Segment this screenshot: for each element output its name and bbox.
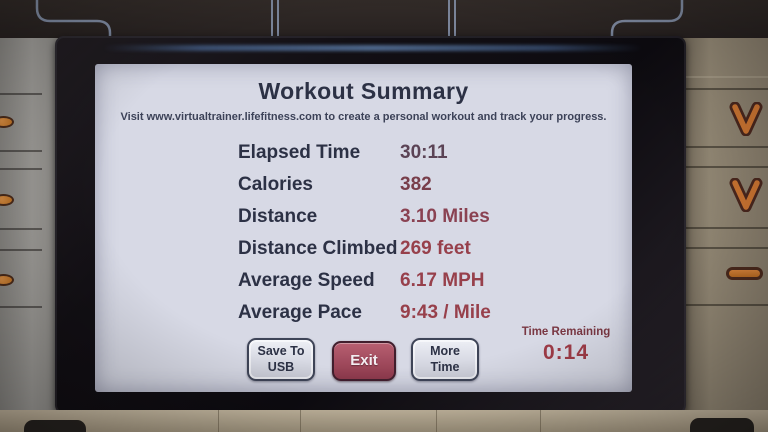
- save-to-usb-button[interactable]: Save To USB: [247, 338, 315, 381]
- stat-label: Average Speed: [238, 270, 375, 291]
- panel-seam: [300, 410, 301, 432]
- stat-label: Distance Climbed: [238, 238, 398, 259]
- stat-value: 30:11: [400, 142, 448, 163]
- left-button-panel: [0, 38, 58, 410]
- console-top-trim: [0, 0, 768, 38]
- left-console-button-1[interactable]: [0, 94, 58, 150]
- chevron-down-icon: [729, 102, 763, 136]
- stat-value: 6.17 MPH: [400, 270, 485, 291]
- panel-divider: [686, 146, 768, 148]
- stat-value: 269 feet: [400, 238, 471, 259]
- right-console-button-2[interactable]: [678, 168, 768, 224]
- stat-label: Elapsed Time: [238, 142, 361, 163]
- stat-row-calories: Calories 382: [238, 169, 491, 201]
- panel-divider: [0, 168, 42, 170]
- panel-divider: [0, 306, 42, 308]
- lower-button-edge: [690, 418, 754, 432]
- panel-divider: [686, 227, 768, 229]
- stat-row-distance: Distance 3.10 Miles: [238, 201, 491, 233]
- stat-value: 9:43 / Mile: [400, 302, 491, 323]
- panel-divider: [0, 228, 42, 230]
- oval-indicator-icon: [0, 116, 14, 128]
- backlight-reflection: [103, 45, 643, 51]
- stat-label: Distance: [238, 206, 318, 227]
- time-remaining-label: Time Remaining: [521, 326, 611, 338]
- left-console-button-2[interactable]: [0, 172, 58, 228]
- left-console-button-3[interactable]: [0, 252, 58, 308]
- stat-row-elapsed-time: Elapsed Time 30:11: [238, 137, 491, 169]
- button-label-line: Save To: [257, 343, 305, 358]
- decorative-trim-lines: [35, 0, 684, 38]
- panel-divider: [686, 304, 768, 306]
- stat-label: Average Pace: [238, 302, 362, 323]
- dash-icon: [726, 267, 763, 280]
- more-time-button[interactable]: More Time: [411, 338, 479, 381]
- stat-label: Calories: [238, 174, 313, 195]
- chevron-down-icon: [729, 178, 763, 212]
- panel-divider: [686, 76, 768, 78]
- panel-seam: [540, 410, 541, 432]
- button-label-line: Exit: [350, 351, 378, 369]
- lcd-screen: Workout Summary Visit www.virtualtrainer…: [95, 64, 632, 392]
- stat-value: 382: [400, 174, 432, 195]
- button-label-line: USB: [267, 359, 295, 374]
- oval-indicator-icon: [0, 194, 14, 206]
- exit-button[interactable]: Exit: [332, 341, 396, 381]
- workout-stats: Elapsed Time 30:11 Calories 382 Distance…: [238, 137, 491, 329]
- panel-seam: [436, 410, 437, 432]
- oval-indicator-icon: [0, 274, 14, 286]
- console-bottom-trim: [0, 410, 768, 432]
- stat-row-distance-climbed: Distance Climbed 269 feet: [238, 233, 491, 265]
- stat-row-average-speed: Average Speed 6.17 MPH: [238, 265, 491, 297]
- lower-button-edge: [24, 420, 86, 432]
- panel-divider: [0, 249, 42, 251]
- right-console-button-3[interactable]: [678, 249, 768, 303]
- time-remaining-value: 0:14: [542, 341, 590, 364]
- right-button-panel: [678, 38, 768, 410]
- panel-seam: [218, 410, 219, 432]
- panel-divider: [686, 88, 768, 90]
- right-console-button-1[interactable]: [678, 90, 768, 146]
- time-remaining: Time Remaining 0:14: [499, 326, 633, 365]
- panel-divider: [0, 150, 42, 152]
- panel-divider: [0, 93, 42, 95]
- subtitle: Visit www.virtualtrainer.lifefitness.com…: [120, 111, 607, 123]
- panel-divider: [686, 166, 768, 168]
- stat-value: 3.10 Miles: [400, 206, 490, 227]
- button-label-line: More: [430, 343, 460, 358]
- button-label-line: Time: [430, 359, 460, 374]
- stat-row-average-pace: Average Pace 9:43 / Mile: [238, 297, 491, 329]
- panel-divider: [686, 247, 768, 249]
- page-title: Workout Summary: [258, 78, 469, 104]
